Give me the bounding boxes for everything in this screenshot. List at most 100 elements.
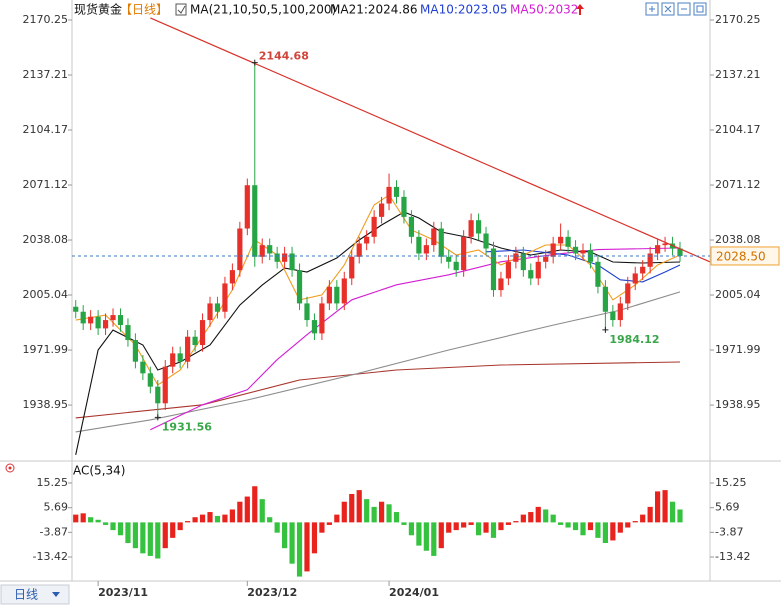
ac-bar <box>125 522 131 544</box>
candle-body <box>117 315 124 326</box>
candle-body <box>423 245 429 254</box>
tool-button[interactable] <box>661 2 675 16</box>
candle-body <box>364 236 370 244</box>
ac-bar <box>192 517 198 523</box>
ac-bar <box>117 522 124 536</box>
ac-bar <box>640 514 646 523</box>
ac-bar <box>311 522 318 554</box>
settings-icon-dot <box>8 466 12 470</box>
chart-title: 现货黄金 <box>74 2 122 17</box>
ac-bar <box>543 509 549 523</box>
candle-body <box>498 278 504 291</box>
x-tick-label: 2023/11 <box>98 586 148 599</box>
indicator-icon[interactable] <box>175 3 187 16</box>
ac-bar <box>222 514 228 523</box>
ac-bar <box>170 522 176 538</box>
y-tick-label: 2071.12 <box>23 178 69 191</box>
ac-bar <box>587 522 594 531</box>
toolbar <box>645 2 707 16</box>
candle-body <box>259 245 265 257</box>
ac-bar <box>319 522 325 533</box>
candle-body <box>625 283 631 304</box>
y-tick-label-right: 15.25 <box>715 476 747 489</box>
ac-bar <box>669 501 676 523</box>
candle-body <box>647 253 653 267</box>
y-tick-label: 5.69 <box>44 501 69 514</box>
y-tick-label: 2038.08 <box>23 233 69 246</box>
candle-body <box>341 278 347 304</box>
annotation-label: 1931.56 <box>162 420 212 433</box>
candle-body <box>438 228 444 257</box>
ac-bar <box>140 522 146 554</box>
y-tick-label-right: 2071.12 <box>715 178 761 191</box>
annotation-marker <box>251 59 258 66</box>
candle-body <box>274 253 280 262</box>
candle-body <box>505 261 512 279</box>
last-price-box <box>710 246 780 266</box>
candle-body <box>88 316 94 324</box>
ac-bar <box>304 522 310 572</box>
y-tick-label-right: -13.42 <box>715 550 750 563</box>
ac-bar <box>177 522 183 531</box>
ma-value: MA10:2023.05 <box>420 3 508 17</box>
ac-bar <box>677 509 683 523</box>
ac-bar <box>267 517 273 523</box>
y-tick-label-right: -3.87 <box>715 525 743 538</box>
candle-body <box>393 186 400 197</box>
ac-bar <box>73 514 79 523</box>
y-tick-label: 2137.21 <box>23 68 69 81</box>
candle-body <box>378 203 385 217</box>
ac-bar <box>386 504 392 523</box>
ac-bar <box>513 521 519 523</box>
ac-bar <box>214 515 221 523</box>
period-label: 【日线】 <box>120 3 168 17</box>
ac-bar <box>393 512 400 523</box>
candle-body <box>192 336 198 346</box>
candle-body <box>416 236 422 254</box>
candle-body <box>408 216 415 237</box>
candle-body <box>453 261 459 271</box>
ac-bar <box>88 517 94 523</box>
tool-button[interactable] <box>677 2 691 16</box>
candle-body <box>334 286 340 304</box>
candle-body <box>155 386 161 404</box>
candle-body <box>543 256 549 262</box>
candle-body <box>304 303 310 321</box>
ac-bar <box>416 522 422 546</box>
candle-body <box>580 250 586 254</box>
candle-body <box>535 261 541 279</box>
period-button-label[interactable]: 日线 <box>14 588 38 602</box>
candle-body <box>147 373 153 387</box>
candle-body <box>640 266 646 274</box>
ac-bar <box>207 512 213 523</box>
tool-button[interactable] <box>645 2 659 16</box>
candle-body <box>468 220 474 237</box>
ac-bar <box>282 522 288 549</box>
candle-body <box>662 243 668 246</box>
period-button[interactable] <box>0 584 70 605</box>
ac-bar <box>505 522 512 525</box>
ac-bar <box>632 521 638 523</box>
y-tick-label-right: 1938.95 <box>715 398 761 411</box>
candle-body <box>550 243 556 257</box>
candle-body <box>528 270 534 279</box>
candle-body <box>461 236 467 271</box>
candle-body <box>319 303 325 334</box>
candle-body <box>73 306 79 312</box>
settings-icon[interactable] <box>5 463 15 473</box>
ac-bar <box>244 496 250 523</box>
y-tick-label: -3.87 <box>40 525 68 538</box>
candle-body <box>282 253 288 262</box>
ma-line <box>75 291 681 433</box>
annotation-label: 1984.12 <box>609 333 659 346</box>
ma-line <box>485 249 681 283</box>
ac-bar <box>565 522 571 528</box>
trendline <box>150 17 711 263</box>
y-tick-label: 2170.25 <box>23 13 69 26</box>
ac-bar <box>162 522 168 549</box>
candle-body <box>237 228 243 271</box>
tool-button[interactable] <box>693 2 707 16</box>
candle-body <box>475 220 482 234</box>
